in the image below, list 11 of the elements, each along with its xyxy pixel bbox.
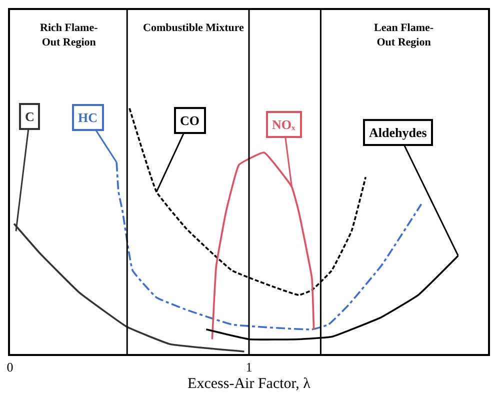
annotation: HC bbox=[78, 110, 98, 125]
x-tick-label: 1 bbox=[246, 360, 252, 375]
x-tick-label: 0 bbox=[6, 360, 14, 375]
annotation: Aldehydes bbox=[369, 125, 427, 140]
annotation: CO bbox=[180, 113, 200, 128]
text: Rich Flame- Out Region bbox=[40, 22, 98, 48]
text: Combustible Mixture bbox=[143, 22, 244, 34]
annotation: NOₓ bbox=[272, 117, 296, 132]
annotation: C bbox=[25, 109, 34, 124]
text: Lean Flame- Out Region bbox=[374, 22, 434, 48]
x-axis-title: Excess-Air Factor, λ bbox=[188, 376, 312, 392]
